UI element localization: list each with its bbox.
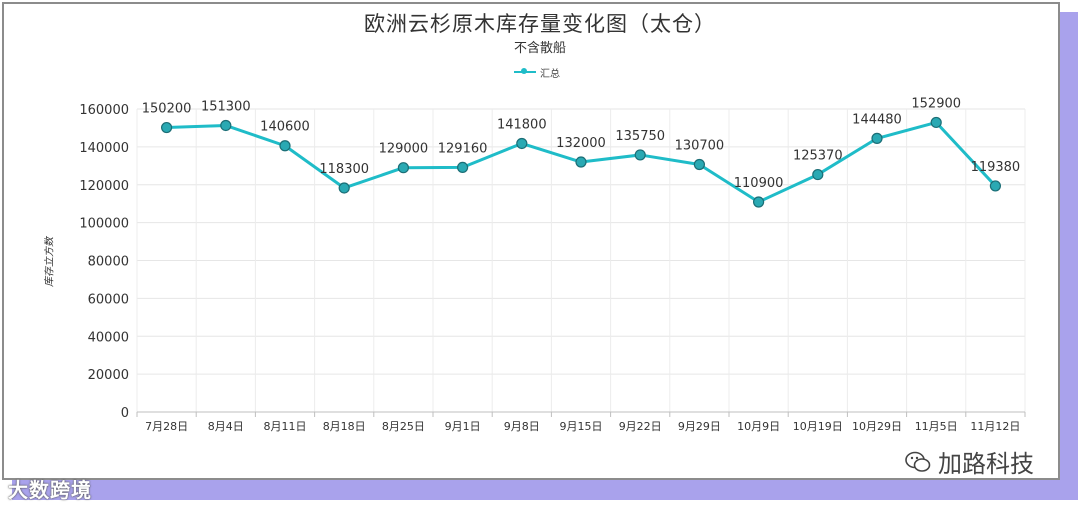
data-label: 152900 bbox=[911, 96, 961, 111]
data-label: 130700 bbox=[675, 138, 725, 153]
x-tick-label: 8月25日 bbox=[382, 420, 425, 433]
chart-frame bbox=[2, 2, 1060, 480]
data-point bbox=[930, 116, 942, 129]
chart-title: 欧洲云杉原木库存量变化图（太仓） bbox=[364, 12, 716, 36]
x-tick-label: 9月22日 bbox=[619, 420, 662, 433]
data-label: 118300 bbox=[319, 162, 369, 177]
data-point bbox=[279, 140, 291, 152]
data-label: 151300 bbox=[201, 99, 251, 114]
legend-label: 汇总 bbox=[540, 68, 560, 80]
data-point bbox=[634, 149, 646, 161]
x-tick-label: 9月15日 bbox=[560, 420, 603, 433]
x-tick-label: 8月18日 bbox=[323, 420, 366, 433]
y-tick-label: 60000 bbox=[88, 292, 129, 307]
data-label: 125370 bbox=[793, 149, 843, 164]
y-tick-labels: 0 20000 40000 60000 80000 100000 120000 140000 1… bbox=[79, 103, 129, 421]
x-tick-label: 10月29日 bbox=[852, 420, 902, 433]
x-tick-label: 11月5日 bbox=[915, 420, 958, 433]
y-tick-label: 80000 bbox=[88, 255, 129, 270]
legend: 汇总 bbox=[514, 64, 560, 80]
data-label: 150200 bbox=[142, 102, 192, 117]
chart-subtitle: 不含散船 bbox=[513, 41, 566, 56]
data-point bbox=[457, 161, 469, 174]
data-point bbox=[871, 132, 883, 144]
y-tick-label: 0 bbox=[121, 406, 129, 421]
grid-lines bbox=[136, 108, 1026, 417]
y-tick-label: 140000 bbox=[79, 141, 129, 156]
x-tick-label: 7月28日 bbox=[145, 420, 188, 433]
data-point bbox=[220, 119, 232, 132]
x-tick-label: 8月4日 bbox=[208, 420, 244, 433]
x-tick-label: 9月8日 bbox=[504, 420, 540, 433]
y-tick-label: 120000 bbox=[79, 179, 129, 194]
x-tick-label: 10月9日 bbox=[737, 420, 780, 433]
data-labels: 150200 151300 140600 118300 129000 129160 1418… bbox=[142, 96, 1020, 191]
y-tick-label: 100000 bbox=[79, 217, 129, 232]
data-label: 119380 bbox=[971, 160, 1021, 175]
x-tick-label: 8月11日 bbox=[264, 420, 307, 433]
x-tick-label: 11月12日 bbox=[970, 420, 1020, 433]
data-points bbox=[161, 116, 1002, 208]
data-point bbox=[693, 158, 706, 171]
x-tick-label: 9月1日 bbox=[445, 420, 481, 433]
data-point bbox=[989, 180, 1002, 192]
data-label: 141800 bbox=[497, 117, 547, 132]
data-label: 132000 bbox=[556, 136, 606, 151]
legend-line-marker-icon bbox=[514, 67, 536, 77]
x-tick-label: 10月19日 bbox=[793, 420, 843, 433]
y-tick-label: 160000 bbox=[79, 103, 129, 118]
data-point bbox=[397, 162, 409, 174]
data-point bbox=[338, 182, 350, 194]
watermark-right-text: 加路科技 bbox=[938, 450, 1034, 478]
data-label: 129160 bbox=[438, 141, 488, 156]
data-point bbox=[516, 137, 528, 150]
data-label: 129000 bbox=[379, 142, 429, 157]
data-label: 144480 bbox=[852, 112, 902, 127]
data-point bbox=[575, 156, 587, 168]
data-point bbox=[752, 196, 765, 208]
x-tick-label: 9月29日 bbox=[678, 420, 721, 433]
watermark-right: 加路科技 bbox=[904, 444, 1034, 479]
data-label: 135750 bbox=[615, 129, 665, 144]
data-label: 140600 bbox=[260, 120, 310, 135]
data-point bbox=[161, 121, 173, 134]
x-tick-labels: 7月28日 8月4日 8月11日 8月18日 8月25日 9月1日 9月8日 9月15日 9月2… bbox=[145, 420, 1020, 433]
watermark-left: 大数跨境 bbox=[8, 478, 92, 502]
data-label: 110900 bbox=[734, 176, 784, 191]
wechat-icon bbox=[905, 451, 931, 472]
y-tick-label: 40000 bbox=[88, 330, 129, 345]
data-point bbox=[812, 168, 824, 181]
y-tick-label: 20000 bbox=[88, 368, 129, 383]
